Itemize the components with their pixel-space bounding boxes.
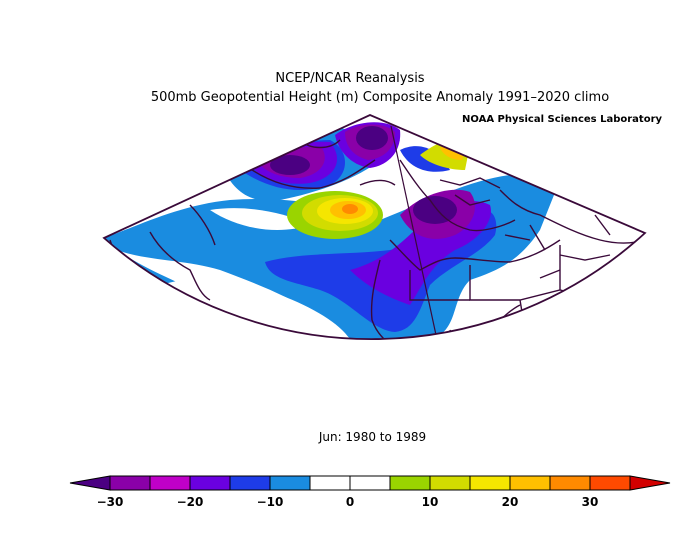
figure-subtitle: 500mb Geopotential Height (m) Composite … xyxy=(150,90,610,105)
colorbar-swatch xyxy=(389,475,431,491)
colorbar-tick-label: 10 xyxy=(422,495,439,509)
colorbar: −30 −20 −10 0 10 20 30 xyxy=(69,475,671,509)
colorbar-swatch xyxy=(149,475,191,491)
colorbar-tick-label: 30 xyxy=(582,495,599,509)
anomaly-core-arctic xyxy=(356,126,388,150)
anomaly-core-greenland xyxy=(270,155,310,175)
colorbar-swatch xyxy=(469,475,511,491)
figure-title: NCEP/NCAR Reanalysis xyxy=(275,71,425,86)
anomaly-positive-orange xyxy=(342,204,358,214)
map-sector-outline xyxy=(102,114,647,340)
colorbar-swatch xyxy=(509,475,551,491)
anomaly-core-europe xyxy=(413,196,457,224)
colorbar-tick-label: 0 xyxy=(346,495,354,509)
credit-label: NOAA Physical Sciences Laboratory xyxy=(462,114,663,125)
colorbar-swatch xyxy=(349,475,391,491)
colorbar-swatch xyxy=(229,475,271,491)
colorbar-tick-label: 20 xyxy=(502,495,519,509)
prime-meridian-line xyxy=(390,125,451,340)
colorbar-tick-label: −30 xyxy=(97,495,124,509)
colorbar-arrow-high xyxy=(629,475,671,491)
colorbar-tick-label: −10 xyxy=(257,495,284,509)
colorbar-swatch xyxy=(109,475,151,491)
colorbar-swatch xyxy=(549,475,591,491)
colorbar-swatch xyxy=(189,475,231,491)
colorbar-swatch xyxy=(429,475,471,491)
colorbar-swatch xyxy=(589,475,631,491)
colorbar-tick-label: −20 xyxy=(177,495,204,509)
anomaly-region-white-2 xyxy=(210,208,310,230)
colorbar-arrow-low xyxy=(69,475,111,491)
period-label: Jun: 1980 to 1989 xyxy=(318,430,427,444)
colorbar-swatch xyxy=(269,475,311,491)
colorbar-swatch xyxy=(309,475,351,491)
anomaly-field xyxy=(104,115,645,340)
